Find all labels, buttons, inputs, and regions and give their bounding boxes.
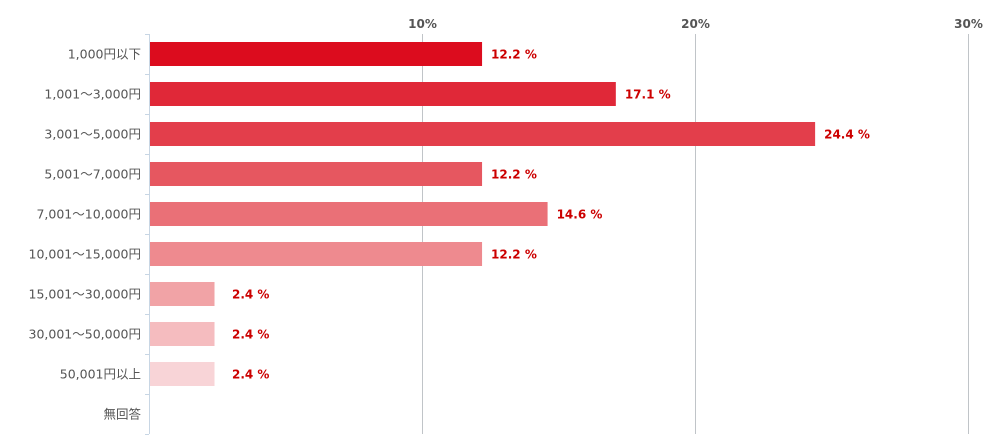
category-label: 50,001円以上 <box>60 367 141 382</box>
category-label: 15,001～30,000円 <box>29 287 141 302</box>
bar <box>150 242 483 266</box>
category-label: 3,001～5,000円 <box>44 127 141 142</box>
value-label: 2.4 % <box>232 288 269 302</box>
value-label: 2.4 % <box>232 368 269 382</box>
category-label: 10,001～15,000円 <box>29 247 141 262</box>
bar <box>150 82 616 106</box>
x-tick-label: 20% <box>681 17 710 31</box>
bar <box>150 42 483 66</box>
category-label: 7,001～10,000円 <box>36 207 141 222</box>
bar <box>150 322 215 346</box>
value-label: 12.2 % <box>491 248 537 262</box>
category-label: 1,000円以下 <box>68 47 141 62</box>
bars <box>150 42 816 386</box>
category-label: 無回答 <box>103 407 141 422</box>
x-tick-label: 10% <box>408 17 437 31</box>
bar <box>150 162 483 186</box>
bar <box>150 122 816 146</box>
value-label: 2.4 % <box>232 328 269 342</box>
category-labels: 1,000円以下 1,001～3,000円 3,001～5,000円 5,001～7,… <box>29 47 142 422</box>
value-label: 14.6 % <box>557 208 603 222</box>
category-label: 1,001～3,000円 <box>44 87 141 102</box>
bar <box>150 282 215 306</box>
bar <box>150 362 215 386</box>
value-label: 12.2 % <box>491 168 537 182</box>
bar <box>150 202 548 226</box>
x-tick-label: 30% <box>954 17 983 31</box>
x-tick-labels: 10% 20% 30% <box>408 17 983 31</box>
value-label: 24.4 % <box>824 128 870 142</box>
value-labels: 12.2 % 17.1 % 24.4 % 12.2 % 14.6 % 12.2 % 2.4 … <box>232 48 870 382</box>
category-label: 5,001～7,000円 <box>44 167 141 182</box>
category-label: 30,001～50,000円 <box>29 327 141 342</box>
y-axis-ticks <box>145 34 149 435</box>
value-label: 17.1 % <box>625 88 671 102</box>
value-label: 12.2 % <box>491 48 537 62</box>
